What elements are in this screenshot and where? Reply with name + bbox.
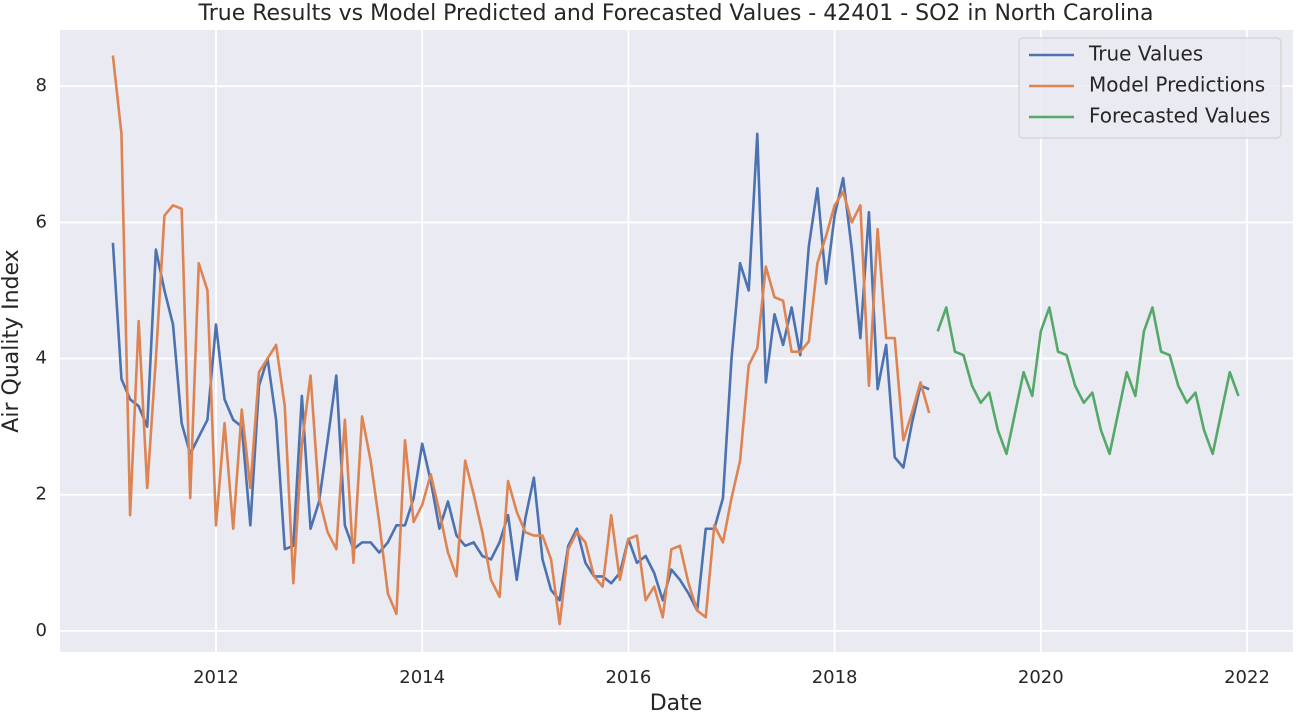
legend-label: Forecasted Values [1089, 104, 1270, 128]
data-line [111, 55, 931, 626]
legend-box [1018, 37, 1282, 139]
y-tick-label: 8 [36, 75, 47, 96]
x-tick-label: 2018 [812, 667, 858, 688]
x-tick-label: 2014 [399, 667, 445, 688]
y-tick-label: 6 [36, 211, 47, 232]
legend-label: True Values [1088, 42, 1203, 66]
x-tick-label: 2012 [193, 667, 239, 688]
chart-title: True Results vs Model Predicted and Fore… [198, 1, 1154, 26]
y-axis-label: Air Quality Index [0, 249, 24, 432]
x-tick-label: 2016 [605, 667, 651, 688]
data-line [936, 306, 1240, 456]
x-tick-label: 2022 [1224, 667, 1270, 688]
y-tick-label: 0 [36, 620, 47, 641]
x-axis-label: Date [650, 691, 703, 716]
legend-label: Model Predictions [1089, 73, 1265, 97]
y-tick-label: 2 [36, 484, 47, 505]
data-line [111, 132, 930, 612]
y-tick-label: 4 [36, 348, 47, 369]
x-tick-label: 2020 [1018, 667, 1064, 688]
